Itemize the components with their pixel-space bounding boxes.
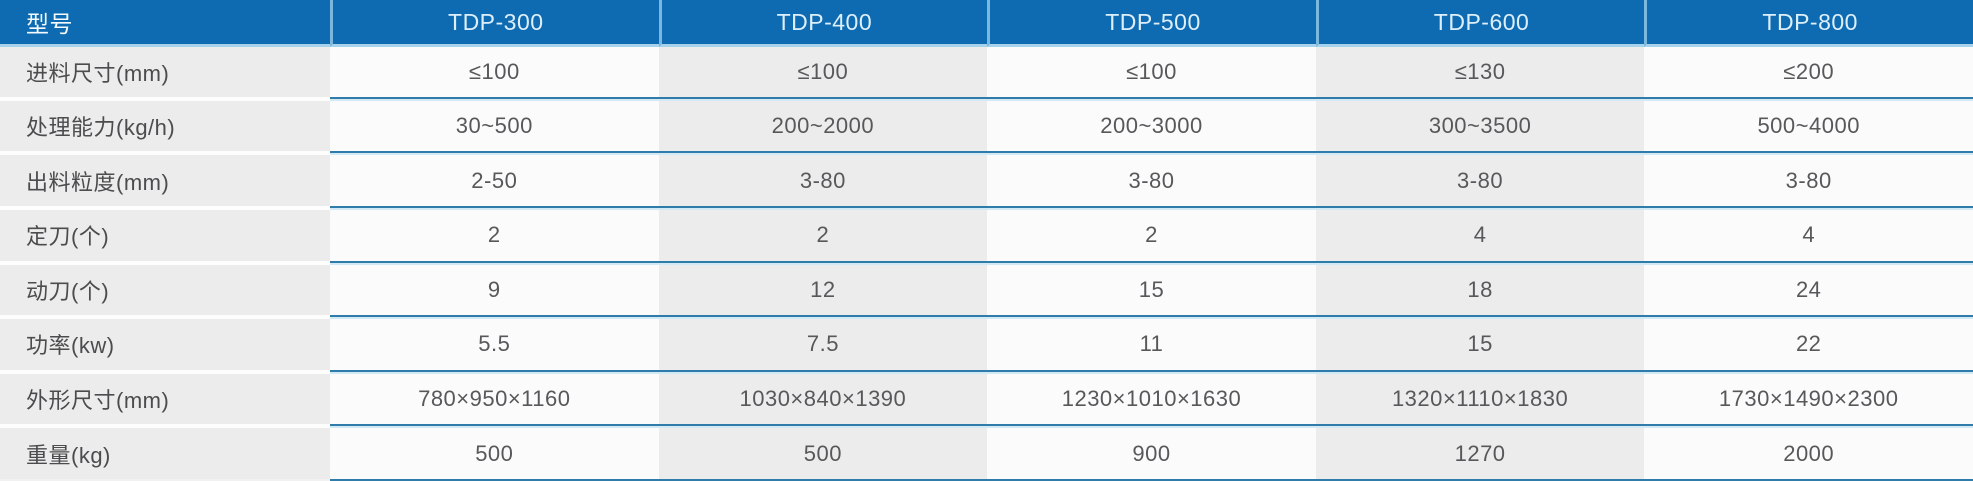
header-model-tdp-300: TDP-300: [330, 0, 659, 47]
header-row: 型号 TDP-300 TDP-400 TDP-500 TDP-600 TDP-8…: [0, 0, 1973, 47]
spec-value-cell: 500: [658, 426, 988, 481]
spec-value-cell: 4: [1315, 207, 1645, 263]
spec-value-cell: 1230×1010×1630: [987, 371, 1316, 427]
spec-value-cell: 200~2000: [658, 98, 988, 154]
spec-value-cell: ≤130: [1315, 47, 1645, 99]
spec-value-cell: 3-80: [1315, 153, 1645, 208]
spec-value-cell: 1270: [1315, 426, 1645, 481]
spec-value-cell: 3-80: [987, 153, 1316, 208]
spec-value-cell: 4: [1644, 207, 1973, 263]
spec-value-cell: 2000: [1644, 426, 1973, 481]
spec-value-cell: 2: [330, 207, 659, 263]
spec-value-cell: 1730×1490×2300: [1644, 371, 1973, 427]
spec-value-cell: 300~3500: [1315, 98, 1645, 154]
spec-table-body: 进料尺寸(mm) ≤100 ≤100 ≤100 ≤130 ≤200 处理能力(k…: [0, 47, 1973, 481]
spec-value-cell: ≤100: [987, 47, 1316, 99]
spec-value-cell: 2: [658, 207, 988, 263]
table-row-weight: 重量(kg) 500 500 900 1270 2000: [0, 426, 1973, 481]
table-row-power: 功率(kw) 5.5 7.5 11 15 22: [0, 317, 1973, 372]
spec-value-cell: 24: [1644, 262, 1973, 318]
table-row-output-size: 出料粒度(mm) 2-50 3-80 3-80 3-80 3-80: [0, 153, 1973, 208]
header-model-tdp-400: TDP-400: [658, 0, 988, 47]
spec-value-cell: 3-80: [658, 153, 988, 208]
row-label: 外形尺寸(mm): [0, 371, 330, 427]
spec-value-cell: 18: [1315, 262, 1645, 318]
spec-value-cell: 9: [330, 262, 659, 318]
header-model-tdp-500: TDP-500: [987, 0, 1316, 47]
spec-value-cell: ≤100: [330, 47, 659, 99]
header-model-label: 型号: [0, 0, 330, 47]
spec-value-cell: 7.5: [658, 317, 988, 372]
spec-value-cell: 30~500: [330, 98, 659, 154]
row-label: 定刀(个): [0, 207, 330, 263]
spec-value-cell: 500: [330, 426, 659, 481]
spec-value-cell: 200~3000: [987, 98, 1316, 154]
table-row-moving-knives: 动刀(个) 9 12 15 18 24: [0, 262, 1973, 318]
row-label: 进料尺寸(mm): [0, 47, 330, 99]
spec-value-cell: 1320×1110×1830: [1315, 371, 1645, 427]
spec-value-cell: 15: [987, 262, 1316, 318]
row-label: 处理能力(kg/h): [0, 98, 330, 154]
spec-value-cell: 22: [1644, 317, 1973, 372]
header-model-tdp-800: TDP-800: [1644, 0, 1973, 47]
spec-value-cell: 900: [987, 426, 1316, 481]
spec-value-cell: 2-50: [330, 153, 659, 208]
spec-value-cell: 11: [987, 317, 1316, 372]
spec-value-cell: 5.5: [330, 317, 659, 372]
spec-value-cell: 2: [987, 207, 1316, 263]
spec-value-cell: 12: [658, 262, 988, 318]
spec-value-cell: 500~4000: [1644, 98, 1973, 154]
spec-value-cell: 1030×840×1390: [658, 371, 988, 427]
spec-table-header: 型号 TDP-300 TDP-400 TDP-500 TDP-600 TDP-8…: [0, 0, 1973, 47]
row-label: 动刀(个): [0, 262, 330, 318]
table-row-dimensions: 外形尺寸(mm) 780×950×1160 1030×840×1390 1230…: [0, 371, 1973, 427]
table-row-feed-size: 进料尺寸(mm) ≤100 ≤100 ≤100 ≤130 ≤200: [0, 47, 1973, 99]
table-row-capacity: 处理能力(kg/h) 30~500 200~2000 200~3000 300~…: [0, 98, 1973, 154]
spec-value-cell: ≤200: [1644, 47, 1973, 99]
spec-value-cell: ≤100: [658, 47, 988, 99]
row-label: 出料粒度(mm): [0, 153, 330, 208]
header-model-tdp-600: TDP-600: [1315, 0, 1645, 47]
row-label: 重量(kg): [0, 426, 330, 481]
spec-value-cell: 780×950×1160: [330, 371, 659, 427]
spec-value-cell: 3-80: [1644, 153, 1973, 208]
row-label: 功率(kw): [0, 317, 330, 372]
table-row-fixed-knives: 定刀(个) 2 2 2 4 4: [0, 207, 1973, 263]
spec-value-cell: 15: [1315, 317, 1645, 372]
